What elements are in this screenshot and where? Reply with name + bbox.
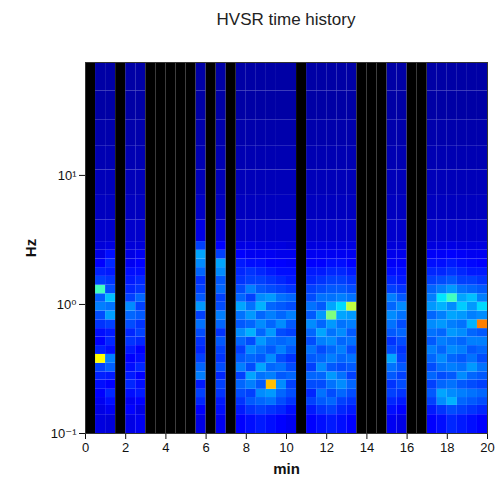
- svg-text:min: min: [273, 460, 300, 477]
- svg-text:6: 6: [202, 440, 209, 455]
- svg-text:20: 20: [480, 440, 494, 455]
- svg-text:12: 12: [319, 440, 333, 455]
- html-text:HVSR time history: HVSR time history: [216, 10, 356, 29]
- svg-text:10: 10: [279, 440, 293, 455]
- svg-text:10⁰: 10⁰: [57, 297, 77, 312]
- svg-text:8: 8: [243, 440, 250, 455]
- svg-text:Hz: Hz: [22, 239, 39, 257]
- svg-text:4: 4: [162, 440, 169, 455]
- svg-text:10⁻¹: 10⁻¹: [51, 426, 77, 441]
- svg-text:14: 14: [360, 440, 374, 455]
- svg-text:0: 0: [82, 440, 89, 455]
- svg-text:2: 2: [122, 440, 129, 455]
- svg-text:16: 16: [400, 440, 414, 455]
- svg-text:10¹: 10¹: [58, 168, 77, 183]
- svg-text:18: 18: [440, 440, 454, 455]
